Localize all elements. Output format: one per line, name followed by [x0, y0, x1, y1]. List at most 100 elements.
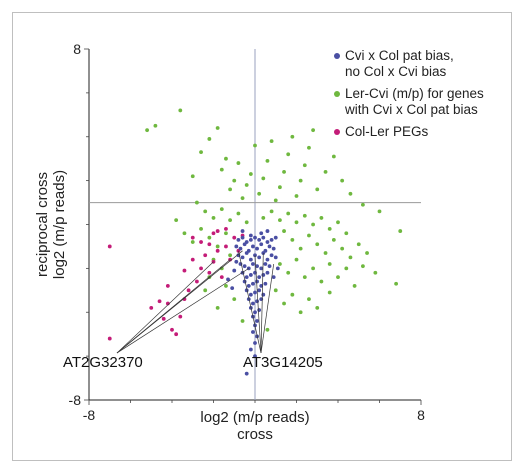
data-point: [248, 292, 253, 297]
data-point: [232, 178, 237, 183]
x-axis-title: cross: [237, 426, 273, 443]
data-point: [255, 319, 259, 323]
data-point: [248, 172, 253, 176]
data-point: [195, 279, 199, 284]
data-point: [244, 251, 249, 255]
annotations: AT2G32370 AT3G14205: [63, 250, 323, 371]
data-point: [265, 158, 270, 163]
data-point: [240, 196, 245, 201]
annotation-leader-line: [116, 268, 249, 354]
data-point: [257, 255, 262, 260]
data-point: [273, 288, 278, 293]
data-point: [203, 209, 208, 214]
data-point: [269, 209, 274, 214]
data-point: [145, 128, 150, 133]
data-point: [373, 270, 378, 275]
data-point: [294, 220, 299, 225]
data-point: [178, 108, 183, 113]
legend-label: Ler-Cvi (m/p) for genes: [345, 86, 484, 101]
data-point: [232, 268, 237, 273]
x-tick-label: 8: [417, 407, 425, 423]
annotation-label: AT3G14205: [243, 354, 323, 371]
legend-label: with Cvi x Col pat bias: [344, 102, 478, 117]
data-point: [394, 281, 398, 286]
data-point: [269, 237, 274, 242]
data-point: [203, 288, 208, 293]
data-point: [282, 229, 286, 233]
data-point: [398, 229, 403, 233]
data-point: [242, 242, 247, 247]
data-point: [261, 235, 266, 240]
figure-frame: -8 8 8 -8 log2 (m/p reads) cross reciprocal cr…: [12, 12, 512, 461]
data-point: [259, 242, 264, 247]
data-point: [224, 156, 228, 161]
data-point: [240, 229, 245, 233]
data-point: [232, 235, 237, 240]
data-point: [294, 257, 299, 262]
legend-label: Cvi x Col pat bias,: [345, 48, 454, 63]
data-point: [244, 371, 249, 376]
data-point: [228, 187, 233, 192]
data-point: [340, 246, 345, 251]
legend-marker: [334, 91, 340, 97]
data-point: [211, 231, 216, 236]
data-point: [327, 262, 332, 266]
annotation-leader-line: [116, 261, 214, 354]
data-point: [207, 242, 212, 247]
data-point: [182, 268, 187, 273]
data-point: [244, 183, 249, 187]
data-point: [248, 347, 253, 352]
data-point: [265, 257, 270, 262]
data-point: [278, 262, 282, 266]
y-axis-title: log2 (m/p reads): [51, 170, 68, 279]
data-point: [327, 226, 332, 231]
data-point: [323, 169, 328, 174]
data-point: [319, 279, 324, 284]
data-point: [307, 233, 311, 238]
data-point: [244, 275, 249, 280]
data-point: [190, 257, 195, 262]
data-point: [211, 216, 216, 220]
x-tick-label: -8: [83, 407, 96, 423]
data-point: [298, 178, 303, 183]
data-point: [361, 202, 365, 207]
data-point: [265, 327, 270, 332]
data-point: [348, 255, 353, 260]
data-point: [186, 288, 191, 293]
data-point: [278, 218, 282, 223]
data-point: [238, 246, 243, 251]
data-point: [215, 305, 220, 310]
data-point: [161, 316, 166, 321]
data-point: [255, 264, 259, 269]
data-point: [234, 259, 239, 264]
data-point: [282, 169, 286, 174]
data-point: [294, 194, 299, 198]
data-point: [215, 248, 220, 253]
data-point: [273, 198, 278, 203]
data-point: [344, 231, 349, 236]
data-point: [336, 275, 340, 280]
data-point: [273, 235, 278, 240]
data-point: [365, 251, 369, 255]
data-point: [307, 145, 311, 150]
data-point: [331, 154, 336, 159]
data-point: [271, 246, 276, 251]
data-point: [352, 284, 357, 288]
data-point: [199, 240, 203, 244]
data-point: [251, 262, 255, 266]
data-point: [257, 237, 262, 242]
data-point: [199, 266, 203, 271]
annotation-leader-line: [238, 250, 262, 354]
data-point: [240, 319, 245, 323]
data-point: [307, 297, 311, 301]
data-point: [290, 292, 295, 297]
data-point: [253, 235, 257, 240]
y-axis-title: reciprocal cross: [34, 172, 51, 277]
data-point: [361, 264, 365, 269]
data-point: [215, 229, 220, 233]
legend-label: no Col x Cvi bias: [345, 64, 447, 79]
data-point: [230, 286, 235, 291]
data-point: [286, 270, 291, 275]
data-point: [224, 231, 228, 236]
data-point: [269, 139, 274, 144]
